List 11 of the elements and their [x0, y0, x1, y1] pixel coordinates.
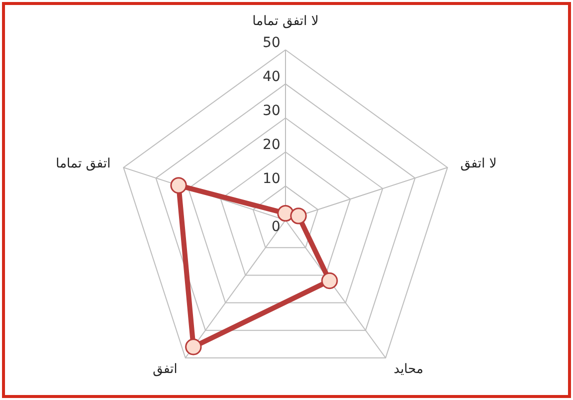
y-tick-label: 10: [262, 171, 280, 188]
spoke-label: لا اتفق تماما: [252, 14, 319, 29]
spoke-label: اتفق تماما: [56, 156, 111, 172]
y-tick-label: 20: [262, 137, 280, 154]
spoke-label: محايد: [394, 362, 424, 377]
spoke-label: لا اتفق: [460, 156, 497, 172]
y-tick-label: 50: [262, 34, 280, 51]
y-tick-label: 0: [271, 219, 280, 236]
y-tick-label: 30: [262, 102, 280, 119]
spoke-label: اتفق: [152, 362, 178, 377]
y-tick-label: 40: [262, 68, 280, 85]
